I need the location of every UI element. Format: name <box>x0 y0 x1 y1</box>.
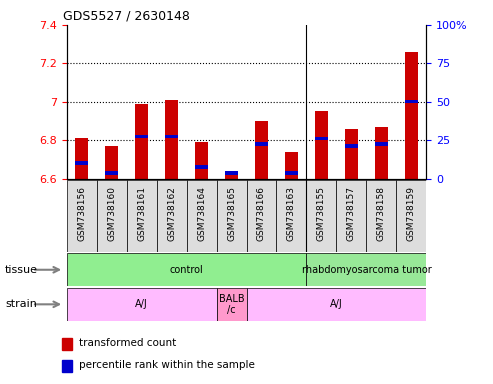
Text: transformed count: transformed count <box>79 338 176 348</box>
Text: GSM738162: GSM738162 <box>167 186 176 241</box>
Bar <box>315 137 328 140</box>
Text: A/J: A/J <box>135 299 148 310</box>
Bar <box>405 100 418 104</box>
Text: GSM738161: GSM738161 <box>137 186 146 241</box>
Bar <box>375 142 388 146</box>
Text: BALB
/c: BALB /c <box>219 293 245 315</box>
Bar <box>67 288 216 321</box>
Text: GSM738156: GSM738156 <box>77 186 86 241</box>
Bar <box>225 171 238 175</box>
Bar <box>105 171 118 175</box>
Bar <box>285 152 298 179</box>
Bar <box>216 180 246 252</box>
Bar <box>135 135 148 138</box>
Text: GSM738165: GSM738165 <box>227 186 236 241</box>
Bar <box>366 180 396 252</box>
Text: GSM738163: GSM738163 <box>287 186 296 241</box>
Bar <box>246 180 277 252</box>
Bar <box>195 166 208 169</box>
Bar <box>165 135 178 138</box>
Bar <box>186 180 216 252</box>
Bar <box>285 171 298 175</box>
Text: control: control <box>170 265 204 275</box>
Bar <box>396 180 426 252</box>
Text: strain: strain <box>5 299 37 310</box>
Bar <box>405 52 418 179</box>
Bar <box>75 162 88 165</box>
Bar <box>97 180 127 252</box>
Text: GSM738166: GSM738166 <box>257 186 266 241</box>
Text: GSM738157: GSM738157 <box>347 186 356 241</box>
Text: tissue: tissue <box>5 265 38 275</box>
Bar <box>195 142 208 179</box>
Bar <box>307 253 426 286</box>
Bar <box>345 129 358 179</box>
Bar <box>67 180 97 252</box>
Bar <box>246 288 426 321</box>
Bar <box>255 142 268 146</box>
Bar <box>165 100 178 179</box>
Text: A/J: A/J <box>330 299 343 310</box>
Text: GSM738158: GSM738158 <box>377 186 386 241</box>
Bar <box>75 138 88 179</box>
Bar <box>315 111 328 179</box>
Text: percentile rank within the sample: percentile rank within the sample <box>79 360 254 370</box>
Bar <box>157 180 186 252</box>
Bar <box>127 180 157 252</box>
Text: GSM738159: GSM738159 <box>407 186 416 241</box>
Bar <box>62 360 72 372</box>
Text: GSM738160: GSM738160 <box>107 186 116 241</box>
Text: GSM738155: GSM738155 <box>317 186 326 241</box>
Bar <box>105 146 118 179</box>
Text: GDS5527 / 2630148: GDS5527 / 2630148 <box>63 9 190 22</box>
Bar <box>345 144 358 148</box>
Text: GSM738164: GSM738164 <box>197 186 206 241</box>
Bar <box>216 288 246 321</box>
Bar <box>277 180 307 252</box>
Bar <box>307 180 336 252</box>
Bar <box>67 253 307 286</box>
Bar <box>62 338 72 349</box>
Bar <box>375 127 388 179</box>
Text: rhabdomyosarcoma tumor: rhabdomyosarcoma tumor <box>302 265 431 275</box>
Bar <box>255 121 268 179</box>
Bar <box>135 104 148 179</box>
Bar <box>336 180 366 252</box>
Bar <box>225 171 238 179</box>
